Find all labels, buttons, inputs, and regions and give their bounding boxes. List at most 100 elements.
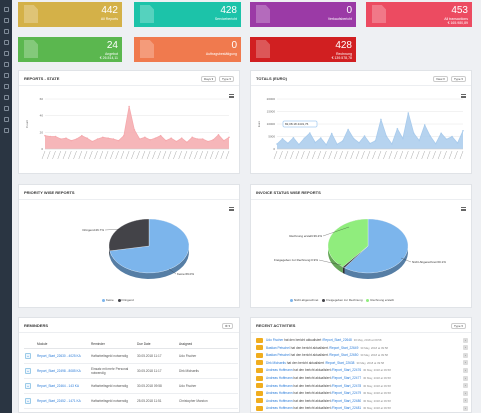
menu-icon[interactable] [229,94,234,98]
data-point[interactable] [391,143,393,145]
pie-slice[interactable] [108,218,150,252]
activity-report-link[interactable]: /Report_Start_22479 [331,391,362,396]
open-reminder-button[interactable]: » [25,382,31,389]
chart-icon[interactable] [3,29,9,34]
data-point[interactable] [445,138,448,141]
menu-icon[interactable] [461,207,466,211]
activity-report-link[interactable]: /Report_Start_22476 [331,368,362,373]
data-point[interactable] [49,135,52,138]
activity-expand-button[interactable]: › [463,367,468,373]
data-point[interactable] [456,142,459,144]
data-point[interactable] [86,137,88,139]
data-point[interactable] [107,137,109,139]
data-point[interactable] [165,139,167,142]
open-reminder-button[interactable]: » [25,397,31,404]
data-point[interactable] [54,135,57,138]
data-point[interactable] [434,142,437,145]
activity-user[interactable]: Andreas Hoffmann [266,406,293,411]
activity-report-link[interactable]: /Report_Start_22481 [331,406,362,411]
activity-user[interactable]: Udo Fischer [266,338,284,342]
data-point[interactable] [59,138,62,140]
activity-report-link[interactable]: /Report_Start_22480 [331,398,362,403]
data-point[interactable] [407,112,410,114]
data-point[interactable] [191,136,193,139]
days-dropdown-button[interactable]: Days ▾ [201,76,217,82]
data-point[interactable] [325,143,328,146]
data-point[interactable] [341,140,344,142]
data-point[interactable] [144,136,146,139]
activity-report-link[interactable]: /Report_Start_22478 [331,383,362,388]
stat-tile[interactable]: 24 Angebot € 26.514,11 [18,37,122,62]
data-point[interactable] [228,136,230,139]
data-point[interactable] [75,138,78,140]
stat-tile[interactable]: 453 All transactions € 165.980,89 [366,2,472,27]
data-point[interactable] [128,105,130,108]
data-point[interactable] [298,143,300,146]
data-point[interactable] [102,136,104,139]
doc-icon[interactable] [3,51,9,56]
activity-expand-button[interactable]: › [463,405,468,411]
activity-user[interactable]: Dirk Michaelis [266,360,286,365]
data-point[interactable] [276,143,278,145]
calendar-icon[interactable] [3,95,9,100]
stat-tile[interactable]: 0 Verkaufsbericht [250,2,356,27]
data-point[interactable] [44,134,46,137]
activity-user[interactable]: Andreas Hoffmann [266,398,293,403]
data-point[interactable] [170,137,172,139]
activity-user[interactable]: Bastian Petschel [266,353,290,358]
data-point[interactable] [96,138,99,140]
archive-icon[interactable] [3,117,9,122]
data-point[interactable] [462,129,464,132]
type-dropdown-button[interactable]: Type ▾ [451,76,466,82]
activity-user[interactable]: Andreas Hoffmann [266,383,293,388]
data-point[interactable] [196,138,199,140]
data-point[interactable] [123,134,125,137]
data-point[interactable] [440,132,442,135]
type-dropdown-button[interactable]: Type ▾ [451,323,466,329]
reminders-menu-button[interactable]: ⚙ ▾ [222,323,234,329]
data-point[interactable] [180,137,183,139]
data-point[interactable] [201,138,204,140]
data-point[interactable] [418,139,421,142]
data-point[interactable] [149,139,151,141]
data-point[interactable] [374,139,377,142]
activity-report-link[interactable]: /Report_Start_22650 [328,353,359,358]
menu-icon[interactable] [229,207,234,211]
module-link[interactable]: Report_Start_22498 - 8085 KA [36,363,90,379]
activity-report-link[interactable]: /Report_Start_22648 [322,338,352,342]
activity-user[interactable]: Andreas Hoffmann [266,391,293,396]
activity-expand-button[interactable]: › [463,390,468,396]
activity-user[interactable]: Andreas Hoffmann [266,376,293,380]
data-point[interactable] [175,140,178,143]
view-dropdown-button[interactable]: View ▾ [433,76,448,82]
activity-expand-button[interactable]: › [463,360,468,366]
data-point[interactable] [314,141,317,144]
data-point[interactable] [207,140,209,143]
activity-report-link[interactable]: /Report_Start_22649 [328,345,359,350]
cog-icon[interactable] [3,128,9,133]
settings-icon[interactable] [3,84,9,89]
data-point[interactable] [423,124,426,126]
data-point[interactable] [281,137,284,140]
data-point[interactable] [112,138,115,140]
activity-user[interactable]: Andreas Hoffmann [266,368,293,373]
activity-expand-button[interactable]: › [463,337,468,343]
data-point[interactable] [70,139,73,142]
pie-slice[interactable] [109,218,190,274]
data-point[interactable] [358,141,360,144]
data-point[interactable] [217,134,220,136]
activity-user[interactable]: Bastian Petschel [266,345,290,350]
activity-expand-button[interactable]: › [463,375,468,381]
open-reminder-button[interactable]: » [25,367,31,374]
data-point[interactable] [91,140,94,143]
data-point[interactable] [385,135,388,138]
data-point[interactable] [287,142,289,145]
data-point[interactable] [292,136,295,139]
data-point[interactable] [380,118,382,121]
data-point[interactable] [451,135,453,138]
data-point[interactable] [154,137,157,139]
module-link[interactable]: Report_Start_22464 - 143 KA [36,378,90,394]
module-link[interactable]: Report_Start_22630 - 4025 KA [36,348,90,364]
data-point[interactable] [117,139,120,142]
data-point[interactable] [81,134,83,137]
